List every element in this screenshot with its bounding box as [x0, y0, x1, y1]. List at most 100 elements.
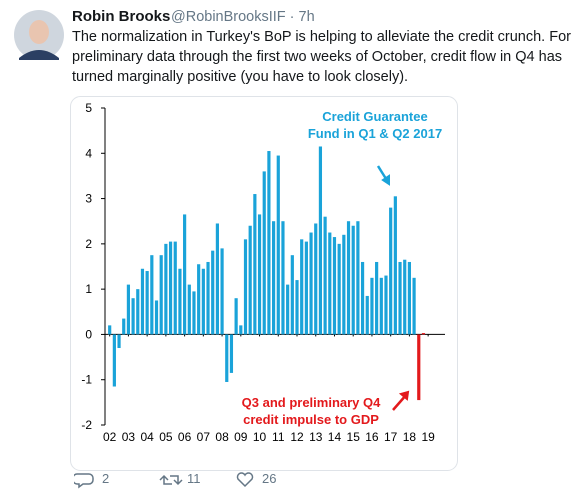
annotation: credit impulse to GDP — [243, 412, 379, 427]
y-tick-label: 2 — [85, 237, 92, 251]
bar — [290, 255, 294, 335]
retweet-icon[interactable] — [159, 474, 183, 486]
bar — [131, 298, 135, 335]
x-tick-label: 15 — [347, 430, 361, 444]
x-tick-label: 09 — [234, 430, 248, 444]
y-tick-label: -2 — [81, 418, 92, 432]
bar — [112, 334, 116, 387]
bar — [328, 232, 332, 335]
bar — [304, 241, 308, 335]
bar — [346, 221, 351, 335]
reply-icon[interactable] — [74, 473, 94, 489]
annotation: Credit Guarantee — [322, 109, 427, 124]
like-count[interactable]: 26 — [262, 471, 276, 486]
bar — [286, 284, 290, 335]
bar — [192, 291, 196, 335]
y-tick-label: 1 — [85, 282, 92, 296]
reply-count[interactable]: 2 — [102, 471, 109, 486]
bar — [220, 248, 224, 335]
bar — [384, 275, 388, 335]
annotation: Fund in Q1 & Q2 2017 — [308, 126, 442, 141]
x-tick-label: 19 — [421, 430, 435, 444]
bar — [342, 234, 346, 335]
bar — [281, 221, 285, 335]
y-tick-label: 5 — [85, 101, 92, 115]
x-tick-label: 14 — [328, 430, 342, 444]
x-tick-label: 13 — [309, 430, 323, 444]
bar — [407, 261, 411, 335]
like-icon[interactable] — [236, 472, 254, 488]
x-tick-label: 07 — [197, 430, 211, 444]
bar — [215, 223, 219, 335]
x-tick-label: 16 — [365, 430, 379, 444]
bar — [168, 241, 173, 335]
bar — [360, 261, 365, 335]
retweet-count[interactable]: 11 — [187, 471, 201, 486]
tweet-text: The normalization in Turkey's BoP is hel… — [72, 29, 571, 45]
bar — [379, 277, 383, 335]
bar — [309, 232, 313, 335]
x-tick-label: 11 — [272, 430, 285, 444]
bar — [201, 268, 205, 335]
bar — [403, 259, 407, 335]
x-tick-label: 03 — [122, 430, 136, 444]
bar — [206, 261, 210, 335]
bar — [323, 216, 327, 335]
y-tick-label: 0 — [85, 327, 92, 341]
bar — [314, 223, 318, 335]
bar — [356, 221, 360, 335]
x-tick-label: 04 — [140, 430, 154, 444]
x-tick-label: 17 — [384, 430, 398, 444]
bar — [276, 155, 280, 335]
bar — [351, 225, 355, 335]
bar — [370, 277, 374, 335]
bar — [229, 334, 234, 373]
y-tick-label: 3 — [85, 192, 92, 206]
bar — [243, 239, 248, 335]
x-tick-label: 05 — [159, 430, 173, 444]
bar — [211, 250, 215, 335]
bar — [117, 334, 121, 349]
author-handle[interactable]: @RobinBrooksIIF · 7h — [171, 9, 315, 25]
bar — [262, 171, 266, 335]
bar — [295, 280, 299, 335]
bar — [248, 225, 252, 335]
bar — [136, 289, 140, 335]
bar — [126, 284, 131, 335]
bar — [108, 325, 112, 335]
bar — [154, 300, 159, 335]
tweet-text: preliminary data through the first two w… — [72, 49, 563, 65]
bar — [257, 214, 262, 335]
bar — [145, 271, 149, 335]
bar — [412, 277, 416, 335]
bar — [398, 261, 402, 335]
bar — [183, 214, 187, 335]
bar — [234, 298, 238, 335]
bar — [421, 333, 426, 335]
x-tick-label: 18 — [403, 430, 417, 444]
bar — [393, 196, 397, 335]
x-tick-label: 06 — [178, 430, 192, 444]
bar — [173, 241, 177, 335]
bar — [159, 255, 163, 335]
bar — [178, 268, 182, 335]
annotation: Q3 and preliminary Q4 — [242, 395, 381, 410]
bar — [300, 239, 304, 335]
actions: 2 11 26 — [74, 471, 276, 489]
bar — [337, 243, 341, 335]
avatar[interactable] — [14, 10, 64, 60]
bar — [150, 255, 154, 335]
x-tick-label: 10 — [253, 430, 267, 444]
bar — [140, 268, 145, 335]
bar — [267, 151, 271, 335]
x-tick-label: 12 — [290, 430, 304, 444]
bar — [197, 264, 201, 335]
x-tick-label: 02 — [103, 430, 117, 444]
x-tick-label: 08 — [215, 430, 229, 444]
author-name[interactable]: Robin Brooks — [72, 8, 171, 25]
bar — [365, 295, 369, 335]
y-tick-label: -1 — [81, 373, 92, 387]
bar — [253, 194, 257, 335]
